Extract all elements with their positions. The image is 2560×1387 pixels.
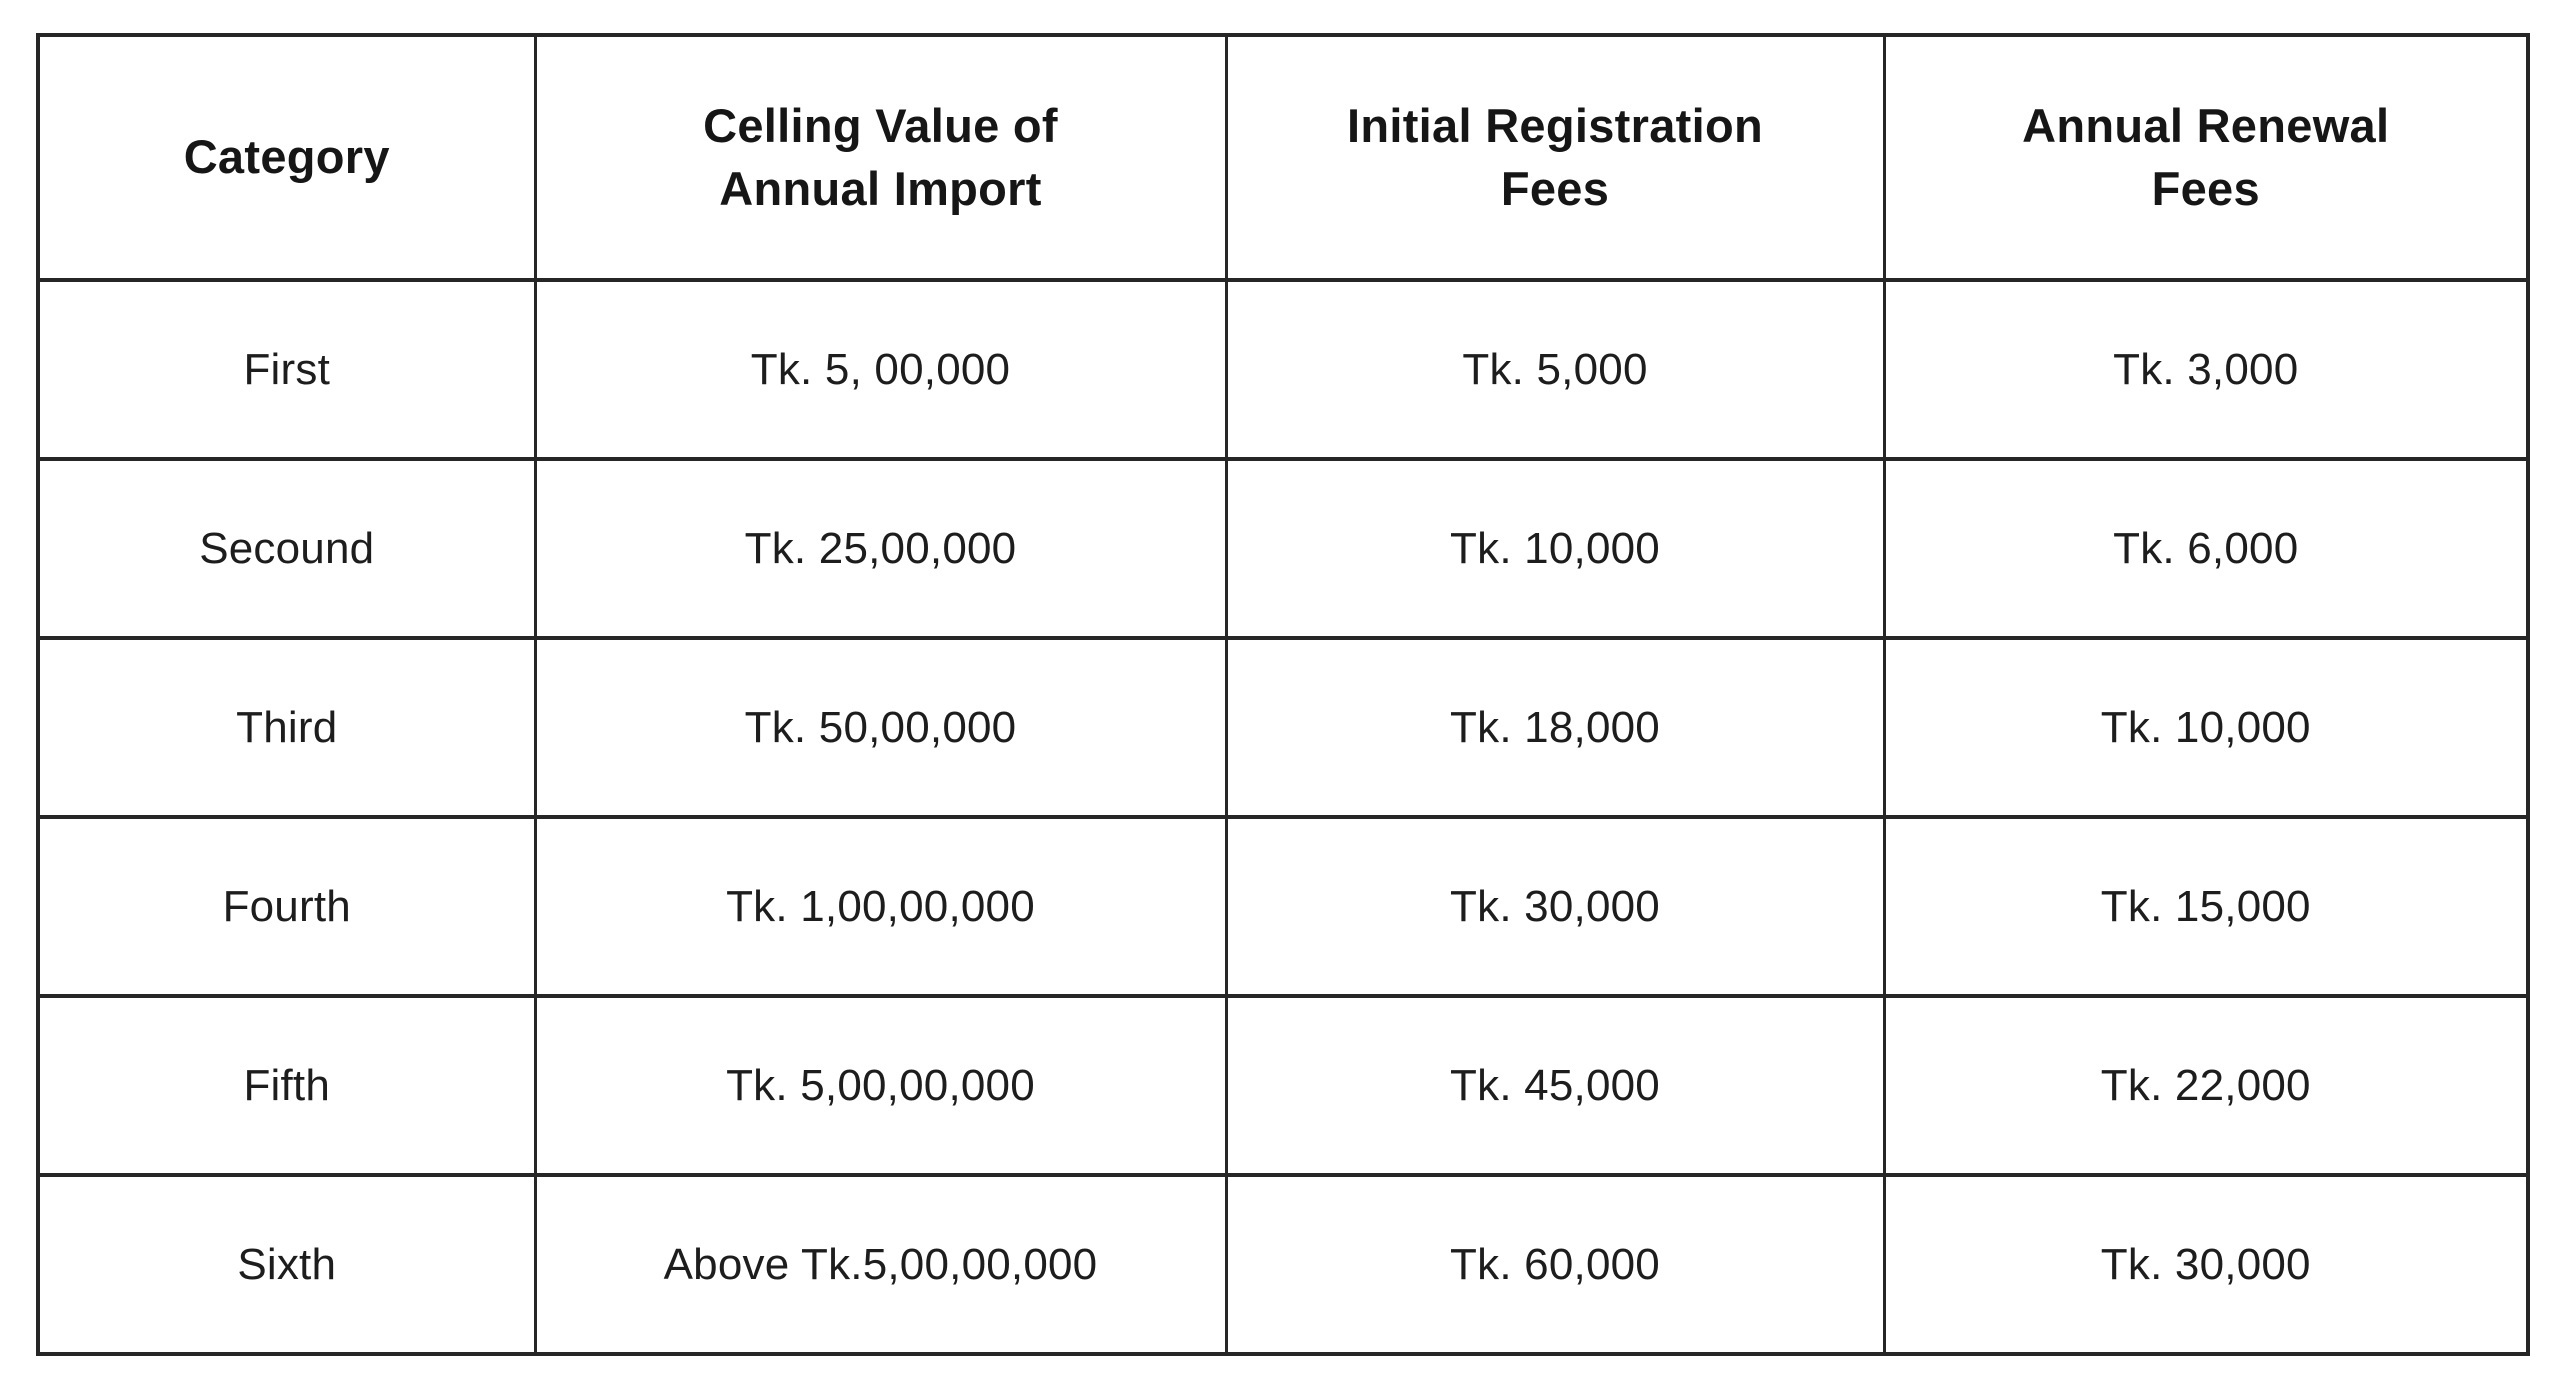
cell-ceiling-value: Tk. 25,00,000 bbox=[533, 457, 1228, 640]
cell-annual-renewal-fee: Tk. 10,000 bbox=[1882, 636, 2530, 819]
fees-table-container: Category Celling Value of Annual Import … bbox=[36, 33, 2530, 1356]
cell-initial-registration-fee: Tk. 30,000 bbox=[1224, 815, 1886, 998]
cell-annual-renewal-fee: Tk. 15,000 bbox=[1882, 815, 2530, 998]
cell-ceiling-value: Tk. 1,00,00,000 bbox=[533, 815, 1228, 998]
header-row: Category Celling Value of Annual Import … bbox=[36, 33, 2530, 282]
table-row-fifth: Fifth Tk. 5,00,00,000 Tk. 45,000 Tk. 22,… bbox=[36, 994, 2530, 1177]
cell-annual-renewal-fee: Tk. 30,000 bbox=[1882, 1173, 2530, 1356]
cell-annual-renewal-fee: Tk. 6,000 bbox=[1882, 457, 2530, 640]
cell-category: First bbox=[36, 278, 537, 461]
column-header-initial-registration-fees: Initial Registration Fees bbox=[1224, 33, 1886, 282]
cell-category: Fifth bbox=[36, 994, 537, 1177]
column-header-ceiling-value: Celling Value of Annual Import bbox=[533, 33, 1228, 282]
table-row-sixth: Sixth Above Tk.5,00,00,000 Tk. 60,000 Tk… bbox=[36, 1173, 2530, 1356]
cell-initial-registration-fee: Tk. 60,000 bbox=[1224, 1173, 1886, 1356]
cell-category: Fourth bbox=[36, 815, 537, 998]
cell-category: Third bbox=[36, 636, 537, 819]
cell-initial-registration-fee: Tk. 18,000 bbox=[1224, 636, 1886, 819]
column-header-annual-renewal-fees: Annual Renewal Fees bbox=[1882, 33, 2530, 282]
column-header-category: Category bbox=[36, 33, 537, 282]
cell-category: Secound bbox=[36, 457, 537, 640]
cell-initial-registration-fee: Tk. 5,000 bbox=[1224, 278, 1886, 461]
cell-annual-renewal-fee: Tk. 22,000 bbox=[1882, 994, 2530, 1177]
cell-initial-registration-fee: Tk. 10,000 bbox=[1224, 457, 1886, 640]
cell-ceiling-value: Tk. 5,00,00,000 bbox=[533, 994, 1228, 1177]
cell-ceiling-value: Above Tk.5,00,00,000 bbox=[533, 1173, 1228, 1356]
cell-ceiling-value: Tk. 5, 00,000 bbox=[533, 278, 1228, 461]
cell-initial-registration-fee: Tk. 45,000 bbox=[1224, 994, 1886, 1177]
import-registration-fees-table: Category Celling Value of Annual Import … bbox=[36, 33, 2530, 1356]
table-row-third: Third Tk. 50,00,000 Tk. 18,000 Tk. 10,00… bbox=[36, 636, 2530, 819]
table-row-first: First Tk. 5, 00,000 Tk. 5,000 Tk. 3,000 bbox=[36, 278, 2530, 461]
table-row-fourth: Fourth Tk. 1,00,00,000 Tk. 30,000 Tk. 15… bbox=[36, 815, 2530, 998]
cell-ceiling-value: Tk. 50,00,000 bbox=[533, 636, 1228, 819]
table-row-secound: Secound Tk. 25,00,000 Tk. 10,000 Tk. 6,0… bbox=[36, 457, 2530, 640]
cell-category: Sixth bbox=[36, 1173, 537, 1356]
cell-annual-renewal-fee: Tk. 3,000 bbox=[1882, 278, 2530, 461]
